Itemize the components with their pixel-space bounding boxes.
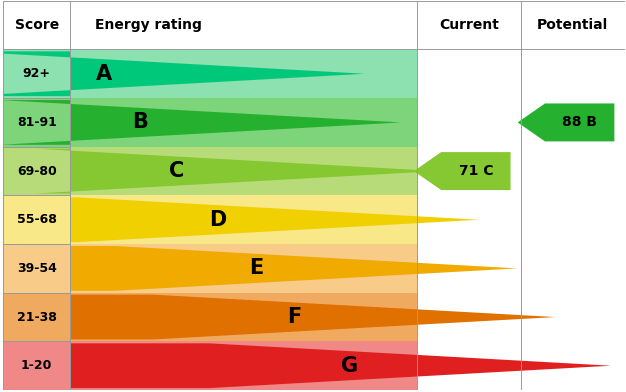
- Bar: [3, 244, 417, 293]
- Polygon shape: [414, 152, 511, 190]
- Text: E: E: [249, 258, 264, 278]
- Bar: [3, 341, 417, 390]
- Text: B: B: [132, 113, 148, 132]
- Polygon shape: [70, 197, 479, 242]
- Polygon shape: [0, 100, 401, 145]
- Text: Energy rating: Energy rating: [95, 18, 202, 32]
- Text: Current: Current: [439, 18, 499, 32]
- Polygon shape: [70, 246, 517, 291]
- Polygon shape: [70, 295, 555, 339]
- Text: 71 C: 71 C: [459, 164, 493, 178]
- Polygon shape: [70, 343, 611, 388]
- Text: 1-20: 1-20: [21, 359, 53, 372]
- Bar: [3, 49, 417, 98]
- Text: 92+: 92+: [23, 67, 51, 80]
- Text: 81-91: 81-91: [17, 116, 56, 129]
- Text: 39-54: 39-54: [17, 262, 56, 275]
- Text: Score: Score: [14, 18, 59, 32]
- Text: D: D: [210, 210, 227, 230]
- Polygon shape: [518, 103, 614, 142]
- Text: 88 B: 88 B: [562, 115, 597, 129]
- Text: Potential: Potential: [537, 18, 608, 32]
- Text: G: G: [341, 356, 359, 376]
- Text: C: C: [169, 161, 184, 181]
- Bar: [3, 98, 417, 147]
- Polygon shape: [0, 51, 365, 96]
- Text: F: F: [287, 307, 302, 327]
- Text: A: A: [96, 64, 112, 84]
- Text: 21-38: 21-38: [17, 310, 56, 323]
- Bar: [3, 293, 417, 341]
- Bar: [3, 147, 417, 195]
- Polygon shape: [36, 149, 438, 194]
- Text: 55-68: 55-68: [17, 213, 56, 226]
- Text: 69-80: 69-80: [17, 165, 56, 178]
- Bar: [3, 195, 417, 244]
